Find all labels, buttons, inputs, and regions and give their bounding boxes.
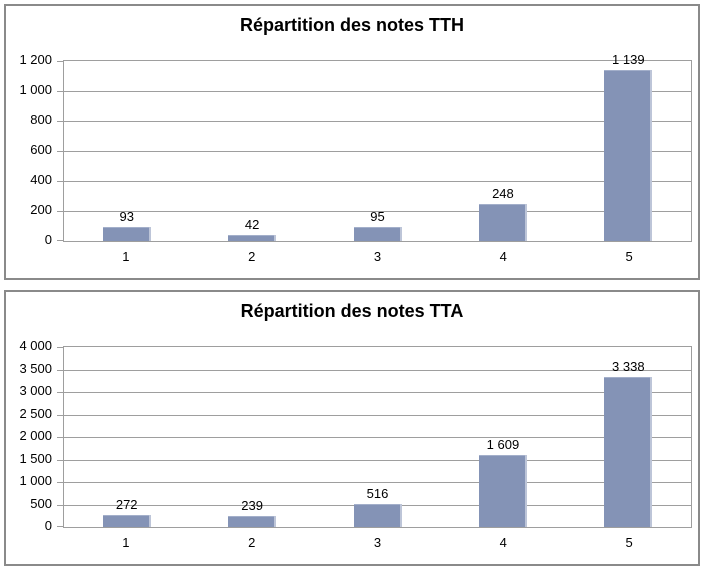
gridline	[64, 392, 691, 393]
value-label: 1 609	[486, 436, 520, 452]
y-axis-label: 200	[30, 202, 52, 217]
y-axis-label: 1 000	[19, 473, 52, 488]
y-axis-label: 1 200	[19, 52, 52, 67]
y-axis-label: 2 500	[19, 405, 52, 421]
y-axis-tick	[57, 347, 64, 348]
bar[interactable]	[604, 376, 653, 527]
value-label: 272	[115, 496, 138, 512]
gridline	[64, 414, 691, 416]
bar-cell: 93	[64, 61, 189, 241]
gridline	[64, 181, 691, 182]
y-axis-tick	[57, 482, 64, 483]
y-axis-label: 400	[30, 172, 52, 187]
bar[interactable]	[102, 227, 151, 241]
bar-cell: 272	[64, 347, 189, 527]
category-label: 4	[499, 249, 507, 264]
y-axis-label: 1 500	[19, 450, 52, 466]
gridline	[64, 121, 691, 122]
chart-panel-tth[interactable]: Répartition des notes TTH 0 200 400 600 800 1…	[4, 4, 700, 280]
y-axis-label: 1 000	[19, 82, 52, 97]
chart-title: Répartition des notes TTH	[239, 15, 464, 35]
value-label: 95	[370, 208, 385, 224]
category-label: 4	[499, 535, 507, 550]
bar-cell: 3 338	[566, 347, 691, 527]
value-label: 93	[119, 209, 134, 225]
bar-series: 272 239 516 1 609 3 338	[64, 347, 691, 527]
category-label: 5	[625, 249, 633, 264]
y-axis-label: 2 000	[19, 428, 52, 443]
value-label: 3 338	[612, 358, 645, 374]
gridline	[64, 459, 691, 461]
y-axis-tick	[57, 414, 64, 416]
y-axis-labels: 0 200 400 600 800 1 000 1 200	[6, 53, 52, 247]
y-axis-label: 800	[30, 112, 52, 127]
y-axis-tick	[57, 437, 64, 438]
bar[interactable]	[228, 234, 277, 241]
category-label: 5	[625, 535, 633, 550]
y-axis-label: 3 000	[19, 383, 52, 398]
value-label: 1 139	[612, 52, 645, 68]
y-axis-label: 4 000	[19, 338, 52, 353]
gridline	[64, 91, 691, 92]
category-label: 3	[373, 249, 382, 264]
y-axis-tick	[57, 392, 64, 393]
bar[interactable]	[228, 516, 277, 527]
bar-cell: 248	[440, 61, 565, 241]
x-axis-labels: 1 2 3 4 5	[63, 249, 692, 264]
value-label: 516	[366, 485, 389, 501]
gridline	[64, 151, 691, 152]
category-label: 2	[248, 535, 256, 550]
y-axis-label: 0	[44, 232, 52, 247]
plot-area: 272 239 516 1 609 3 338	[57, 346, 692, 528]
y-axis-label: 600	[30, 142, 52, 157]
y-axis-label: 0	[44, 518, 52, 533]
gridline	[64, 437, 691, 438]
gridline	[64, 482, 691, 483]
y-axis-tick	[57, 240, 64, 241]
bar[interactable]	[478, 454, 527, 527]
category-label: 3	[373, 535, 382, 550]
chart-panel-tta[interactable]: Répartition des notes TTA 0 500 1 000 1 500…	[4, 290, 700, 566]
bar[interactable]	[353, 226, 402, 241]
y-axis-tick	[57, 504, 64, 506]
value-label: 248	[492, 185, 514, 201]
bar-cell: 1 139	[566, 53, 691, 241]
gridline	[64, 211, 691, 212]
bar-cell: 1 609	[440, 347, 565, 527]
y-axis-tick	[57, 211, 64, 212]
bar[interactable]	[102, 514, 151, 527]
y-axis-tick	[57, 61, 64, 62]
bar[interactable]	[604, 70, 653, 241]
chart-title: Répartition des notes TTA	[240, 301, 464, 321]
y-axis-tick	[57, 526, 64, 527]
y-axis-tick	[57, 181, 64, 182]
category-label: 1	[122, 535, 130, 550]
bar-cell: 239	[189, 347, 314, 527]
gridline	[64, 369, 691, 371]
category-label: 2	[248, 249, 256, 264]
x-axis-labels: 1 2 3 4 5	[63, 535, 692, 550]
bar-series: 93 42 95 248 1 139	[64, 53, 691, 241]
bar-cell: 516	[315, 347, 440, 527]
y-axis-tick	[57, 459, 64, 461]
value-label: 42	[244, 216, 260, 232]
y-axis-tick	[57, 151, 64, 152]
bar-cell: 42	[189, 61, 314, 241]
bar[interactable]	[353, 503, 402, 527]
y-axis-tick	[57, 369, 64, 371]
plot-area: 93 42 95 248 1 139	[57, 53, 692, 242]
y-axis-label: 500	[30, 495, 52, 511]
y-axis-labels: 0 500 1 000 1 500 2 000 2 500 3 000 3 500 4 000	[6, 339, 52, 533]
bar-cell: 95	[315, 61, 440, 241]
category-label: 1	[122, 249, 130, 264]
value-label: 239	[241, 498, 263, 514]
y-axis-label: 3 500	[19, 360, 52, 376]
y-axis-tick	[57, 121, 64, 122]
y-axis-tick	[57, 91, 64, 92]
bar[interactable]	[478, 203, 527, 241]
